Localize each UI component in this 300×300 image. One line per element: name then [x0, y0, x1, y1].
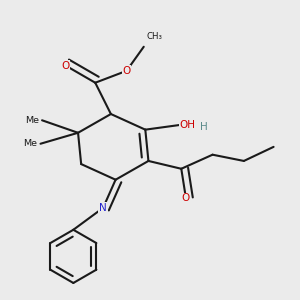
Text: H: H [200, 122, 208, 132]
Text: O: O [182, 194, 190, 203]
Text: Me: Me [23, 139, 38, 148]
Text: CH₃: CH₃ [147, 32, 163, 41]
Text: Me: Me [25, 116, 39, 125]
Text: O: O [122, 66, 131, 76]
Text: N: N [99, 203, 107, 213]
Text: O: O [61, 61, 70, 70]
Text: OH: OH [180, 120, 196, 130]
